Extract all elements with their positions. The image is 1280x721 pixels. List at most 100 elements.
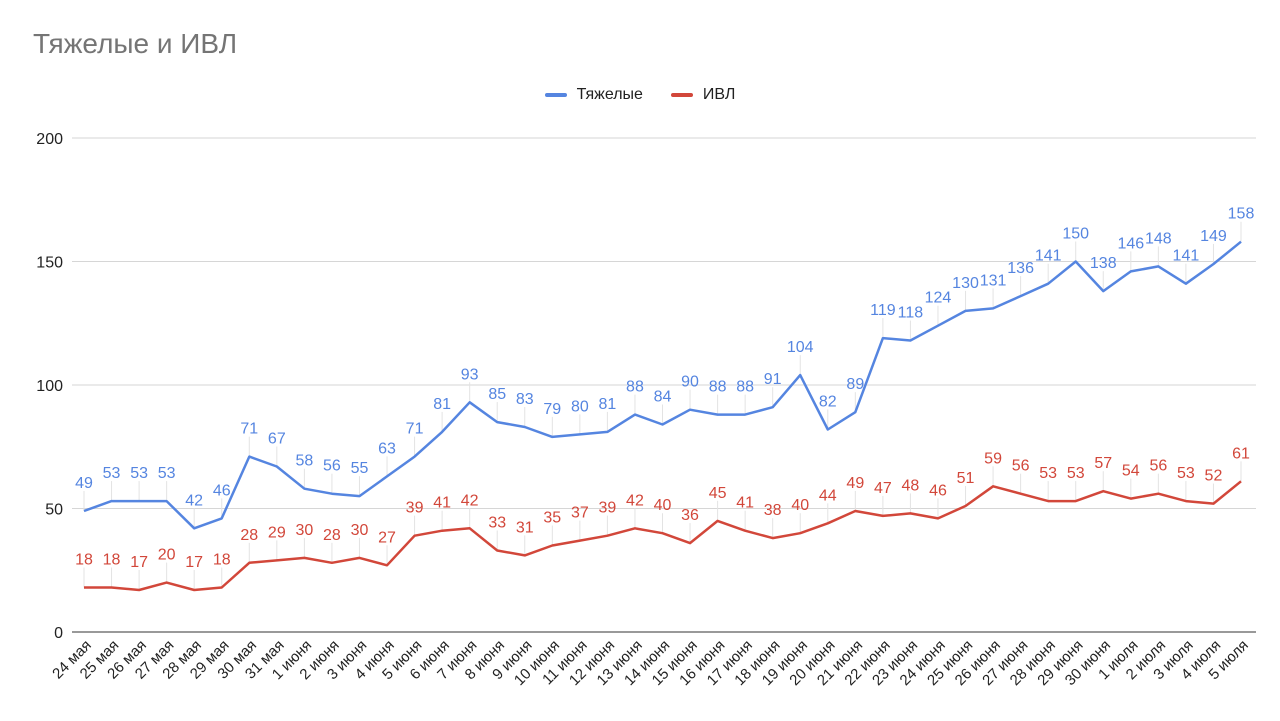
data-label: 104 — [787, 339, 814, 356]
chart-title: Тяжелые и ИВЛ — [33, 28, 238, 59]
data-label: 67 — [268, 431, 286, 448]
data-label: 45 — [709, 485, 727, 502]
legend-item-ventilation: ИВЛ — [670, 86, 736, 104]
data-label: 40 — [654, 497, 672, 514]
data-label: 17 — [185, 554, 203, 571]
data-label: 93 — [461, 366, 479, 383]
data-label: 88 — [736, 379, 754, 396]
data-label: 42 — [626, 492, 644, 509]
data-label: 149 — [1200, 228, 1227, 245]
y-tick-label-200: 200 — [36, 131, 63, 148]
data-label: 158 — [1228, 206, 1255, 223]
data-label: 46 — [213, 482, 231, 499]
data-label: 53 — [1177, 465, 1195, 482]
series-line-severe — [83, 240, 1242, 530]
data-label: 138 — [1090, 255, 1117, 272]
data-label: 48 — [902, 477, 920, 494]
data-label: 81 — [599, 396, 617, 413]
data-label: 40 — [791, 497, 809, 514]
data-label: 38 — [764, 502, 782, 519]
data-label: 63 — [378, 440, 396, 457]
data-label: 47 — [874, 480, 892, 497]
data-label: 53 — [1067, 465, 1085, 482]
data-label: 31 — [516, 519, 534, 536]
data-label: 36 — [681, 507, 699, 524]
data-label: 52 — [1205, 468, 1223, 485]
data-label: 27 — [378, 529, 396, 546]
series-line-ventilation — [84, 480, 1242, 592]
data-label: 81 — [433, 396, 451, 413]
data-label: 88 — [709, 379, 727, 396]
data-label: 124 — [925, 290, 952, 307]
data-label: 42 — [185, 492, 203, 509]
data-label: 35 — [543, 510, 561, 527]
data-label: 58 — [295, 453, 313, 470]
data-label: 55 — [351, 460, 369, 477]
data-label: 29 — [268, 524, 286, 541]
data-label: 56 — [1012, 458, 1030, 475]
data-label: 46 — [929, 482, 947, 499]
data-label: 80 — [571, 398, 589, 415]
data-label: 28 — [240, 527, 258, 544]
legend: Тяжелые ИВЛ — [0, 86, 1280, 104]
y-tick-label-50: 50 — [45, 502, 63, 519]
data-label: 150 — [1062, 226, 1089, 243]
data-label: 41 — [433, 495, 451, 512]
data-label: 79 — [543, 401, 561, 418]
legend-item-severe: Тяжелые — [544, 86, 643, 104]
data-label: 56 — [1149, 458, 1167, 475]
data-label: 41 — [736, 495, 754, 512]
data-label: 91 — [764, 371, 782, 388]
data-label: 20 — [158, 547, 176, 564]
data-label: 141 — [1173, 248, 1200, 265]
data-label: 51 — [957, 470, 975, 487]
data-label: 54 — [1122, 463, 1140, 480]
data-label: 118 — [898, 305, 924, 322]
data-label: 83 — [516, 391, 534, 408]
data-label: 28 — [323, 527, 341, 544]
data-label: 39 — [406, 500, 424, 517]
legend-swatch-severe — [544, 93, 567, 97]
data-label: 49 — [846, 475, 864, 492]
data-label: 53 — [103, 465, 121, 482]
data-label: 33 — [488, 514, 506, 531]
legend-swatch-ventilation — [670, 93, 693, 97]
data-label: 146 — [1117, 235, 1144, 252]
y-tick-label-150: 150 — [36, 255, 63, 272]
y-tick-label-0: 0 — [54, 625, 63, 642]
data-label: 71 — [240, 421, 258, 438]
data-label: 53 — [158, 465, 176, 482]
data-label: 88 — [626, 379, 644, 396]
data-label: 90 — [681, 374, 699, 391]
legend-label-severe: Тяжелые — [576, 86, 643, 103]
data-label: 42 — [461, 492, 479, 509]
data-label: 119 — [870, 302, 896, 319]
data-label: 49 — [75, 475, 93, 492]
data-label: 71 — [406, 421, 424, 438]
data-label: 53 — [1039, 465, 1057, 482]
data-label: 30 — [295, 522, 313, 539]
data-label: 130 — [952, 275, 979, 292]
data-label: 61 — [1232, 445, 1250, 462]
data-label: 84 — [654, 389, 672, 406]
data-label: 39 — [599, 500, 617, 517]
data-label: 56 — [323, 458, 341, 475]
data-label: 18 — [103, 552, 121, 569]
data-label: 136 — [1007, 260, 1034, 277]
data-label: 141 — [1035, 248, 1062, 265]
data-label: 82 — [819, 393, 837, 410]
data-label: 44 — [819, 487, 837, 504]
data-label: 148 — [1145, 230, 1172, 247]
data-label: 30 — [351, 522, 369, 539]
data-label: 131 — [980, 272, 1007, 289]
data-label: 18 — [75, 552, 93, 569]
data-label: 17 — [130, 554, 148, 571]
data-label: 57 — [1094, 455, 1112, 472]
y-tick-label-100: 100 — [36, 378, 63, 395]
legend-label-ventilation: ИВЛ — [702, 86, 736, 103]
data-label: 37 — [571, 505, 589, 522]
data-label: 18 — [213, 552, 231, 569]
data-label: 53 — [130, 465, 148, 482]
data-label: 85 — [488, 386, 506, 403]
